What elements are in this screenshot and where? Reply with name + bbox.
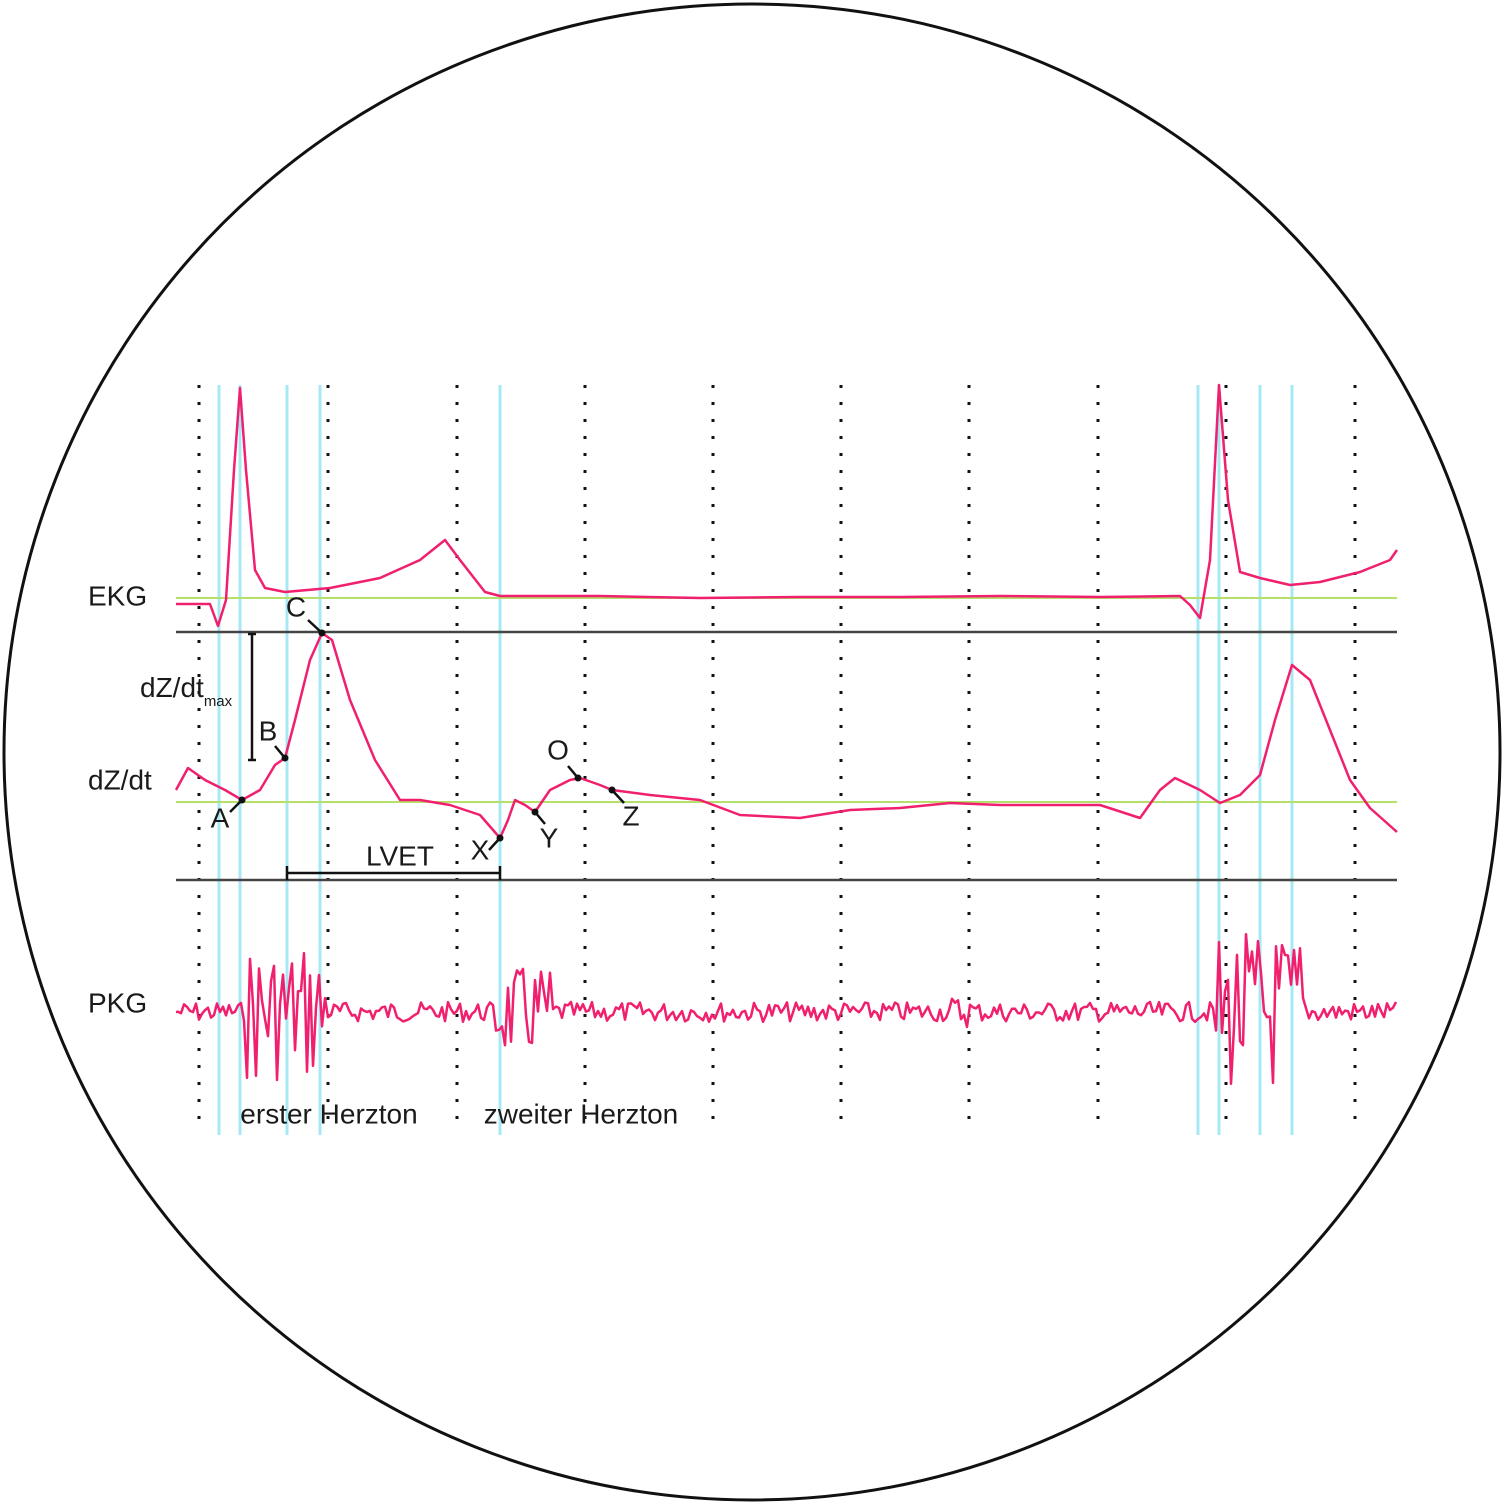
dzdt-max-main: dZ/dt: [140, 672, 204, 703]
lvet-bar: [285, 866, 502, 880]
dzdt-max-label: dZ/dtmax: [140, 672, 233, 710]
point-label: A: [211, 802, 230, 833]
point-label: O: [547, 734, 569, 765]
interval-label: LVET: [366, 840, 434, 871]
pkg-trace: [175, 932, 1398, 1086]
point-label: Y: [540, 822, 559, 853]
ekg-trace: [176, 383, 1399, 628]
point-label: C: [286, 591, 306, 622]
point-label: Z: [622, 800, 639, 831]
point-label: X: [471, 834, 490, 865]
dzdt-trace: [174, 631, 1398, 840]
trace-label: EKG: [88, 580, 147, 611]
heart-sound-label: zweiter Herzton: [484, 1098, 679, 1129]
trace-label: dZ/dt: [88, 764, 152, 795]
point-markers: [229, 619, 625, 851]
trace-label: PKG: [88, 987, 147, 1018]
dzdt-max-bracket: [248, 632, 256, 762]
time-grid: [197, 385, 1357, 1135]
dzdt-max-subscript: max: [204, 693, 233, 710]
heart-sound-label: erster Herzton: [240, 1098, 417, 1129]
point-label: B: [259, 715, 278, 746]
